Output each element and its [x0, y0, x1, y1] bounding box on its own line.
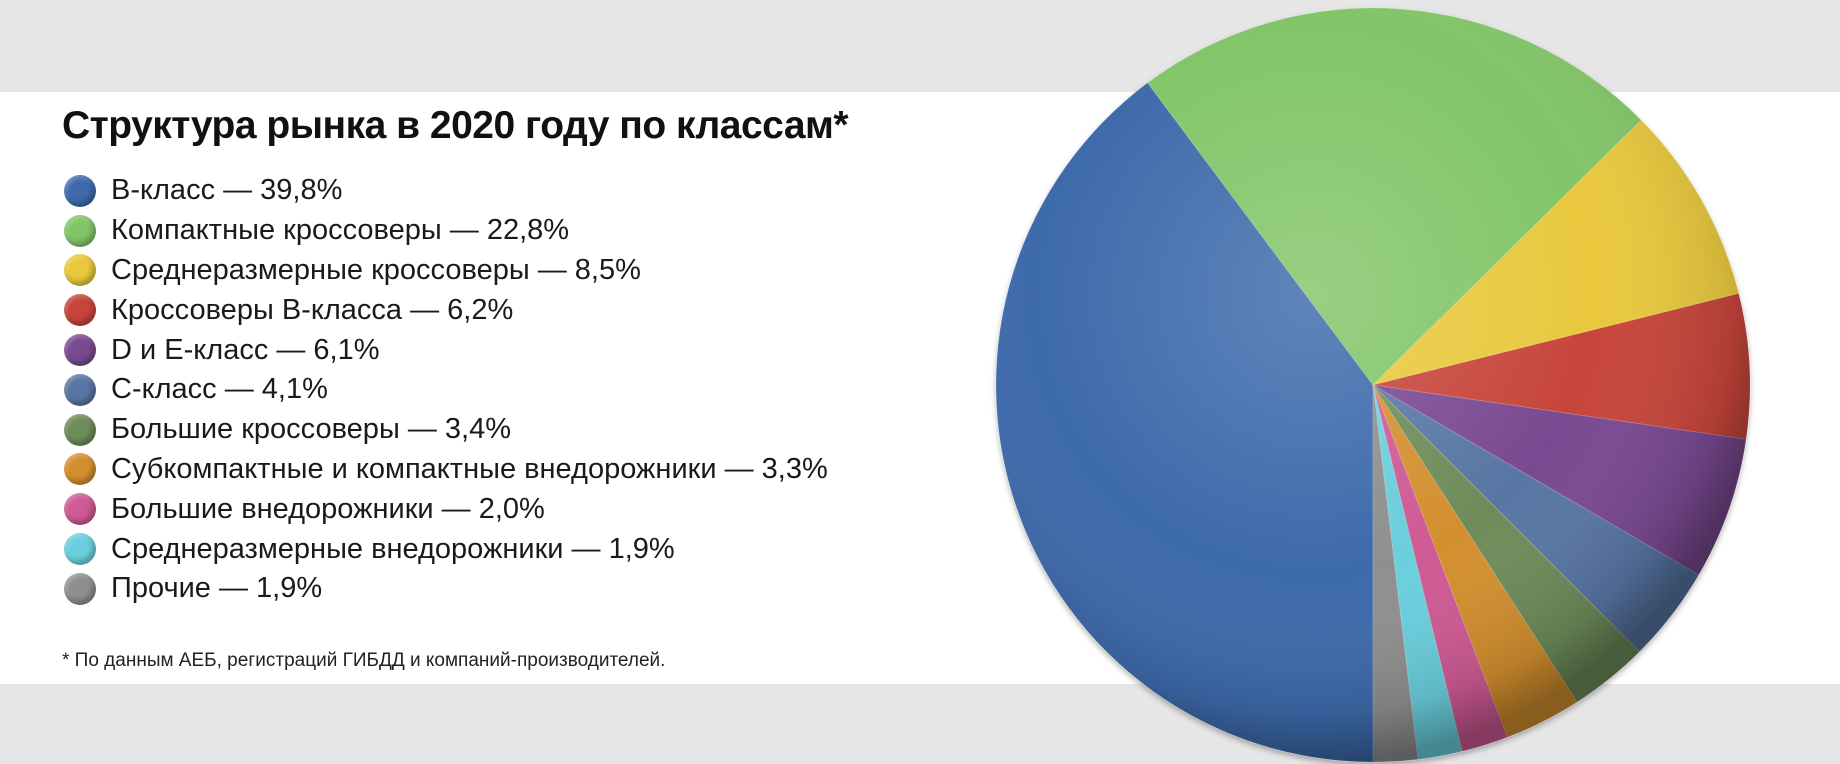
- legend-item: Субкомпактные и компактные внедорожники …: [64, 450, 828, 490]
- legend-swatch: [64, 254, 96, 287]
- legend-swatch: [64, 334, 96, 367]
- legend-swatch: [64, 373, 96, 406]
- legend-label: D и E-класс — 6,1%: [111, 333, 380, 366]
- legend-item: Большие внедорожники — 2,0%: [64, 489, 828, 529]
- legend-item: Среднеразмерные кроссоверы — 8,5%: [64, 251, 828, 291]
- legend-swatch: [64, 174, 96, 207]
- legend-item: Кроссоверы B-класса — 6,2%: [64, 290, 828, 330]
- legend-swatch: [64, 214, 96, 247]
- legend-item: Прочие — 1,9%: [64, 569, 828, 609]
- pie-chart: [995, 7, 1751, 763]
- chart-title: Структура рынка в 2020 году по классам*: [62, 104, 849, 147]
- legend-swatch: [64, 493, 96, 526]
- legend-label: Среднеразмерные внедорожники — 1,9%: [111, 532, 675, 565]
- legend-label: Большие кроссоверы — 3,4%: [111, 413, 511, 446]
- legend-swatch: [64, 572, 96, 605]
- legend-swatch: [64, 413, 96, 446]
- legend-label: Прочие — 1,9%: [111, 572, 323, 605]
- legend-label: C-класс — 4,1%: [111, 373, 328, 406]
- legend-item: C-класс — 4,1%: [64, 370, 828, 410]
- legend: B-класс — 39,8% Компактные кроссоверы — 2…: [64, 171, 828, 609]
- legend-item: Среднеразмерные внедорожники — 1,9%: [64, 529, 828, 569]
- legend-item: Большие кроссоверы — 3,4%: [64, 410, 828, 450]
- legend-label: Кроссоверы B-класса — 6,2%: [111, 293, 514, 326]
- legend-swatch: [64, 294, 96, 327]
- legend-label: Субкомпактные и компактные внедорожники …: [111, 452, 828, 485]
- legend-label: Среднеразмерные кроссоверы — 8,5%: [111, 253, 641, 286]
- legend-item: B-класс — 39,8%: [64, 171, 828, 211]
- legend-label: Большие внедорожники — 2,0%: [111, 492, 545, 525]
- footnote: * По данным АЕБ, регистраций ГИБДД и ком…: [62, 650, 666, 671]
- legend-swatch: [64, 533, 96, 566]
- legend-label: B-класс — 39,8%: [111, 174, 343, 207]
- legend-item: D и E-класс — 6,1%: [64, 330, 828, 370]
- legend-swatch: [64, 453, 96, 486]
- legend-item: Компактные кроссоверы — 22,8%: [64, 211, 828, 251]
- legend-label: Компактные кроссоверы — 22,8%: [111, 214, 570, 247]
